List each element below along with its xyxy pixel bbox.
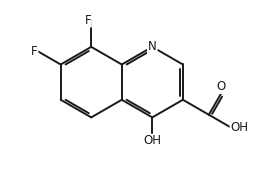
Text: F: F [31, 45, 38, 58]
Text: F: F [85, 14, 91, 27]
Text: OH: OH [143, 134, 161, 147]
Text: OH: OH [230, 121, 248, 134]
Text: O: O [217, 80, 226, 93]
Text: N: N [148, 40, 157, 53]
